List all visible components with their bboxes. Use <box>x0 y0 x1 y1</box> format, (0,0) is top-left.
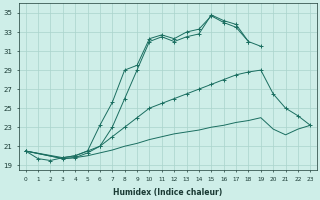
X-axis label: Humidex (Indice chaleur): Humidex (Indice chaleur) <box>113 188 223 197</box>
